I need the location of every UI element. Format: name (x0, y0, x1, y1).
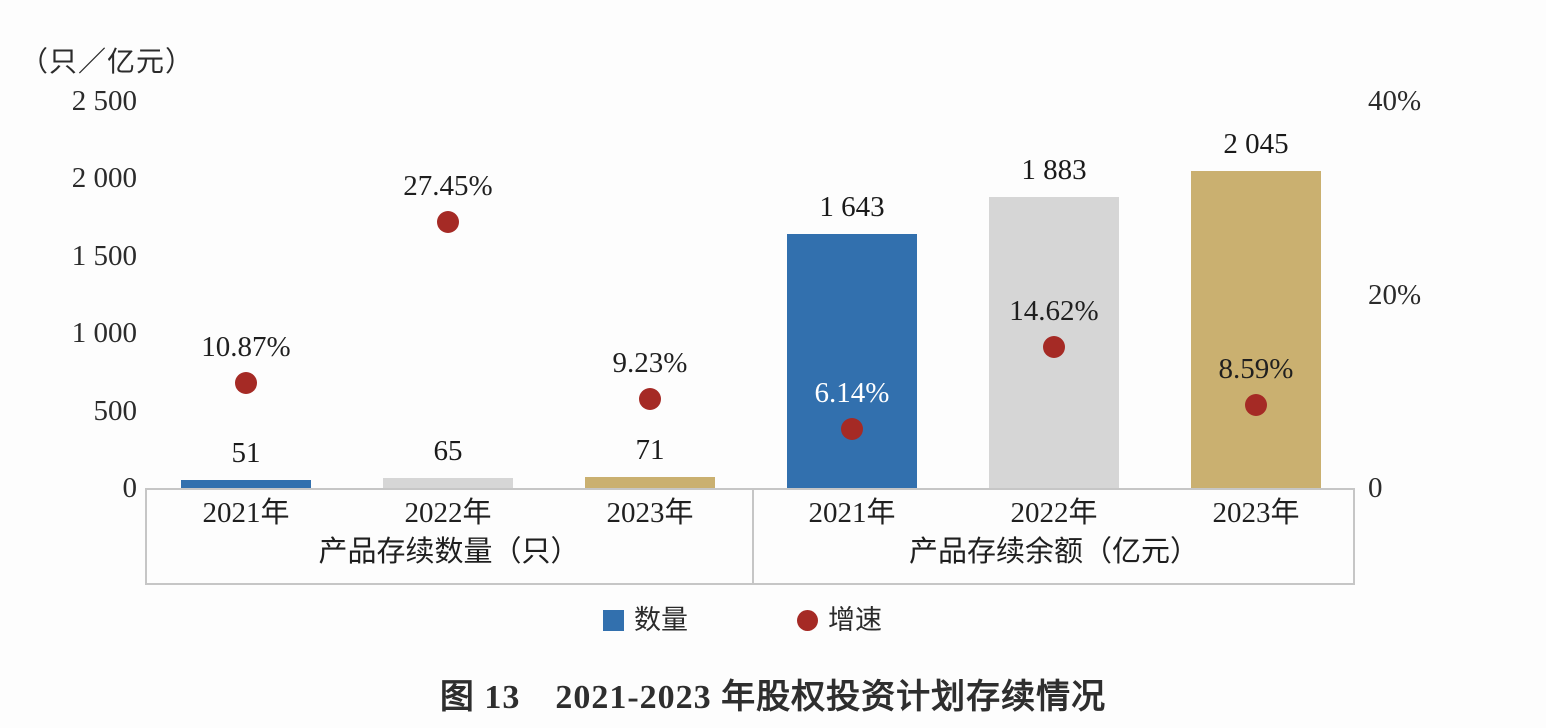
quantity-legend-swatch-icon (603, 610, 624, 631)
bar-2022年-g0 (383, 478, 513, 488)
group-label-balance: 产品存续余额（亿元） (908, 536, 1199, 568)
legend-label-quantity: 数量 (634, 605, 688, 635)
bar-value-label: 2 045 (1223, 128, 1289, 160)
legend-label-growth: 增速 (828, 605, 882, 635)
bar-value-label: 1 643 (819, 191, 885, 223)
figure-caption: 图 13 2021-2023 年股权投资计划存续情况 (439, 679, 1107, 716)
growth-legend-swatch-icon (797, 610, 818, 631)
growth-value-label: 27.45% (403, 170, 493, 203)
category-label-2022年-g0: 2022年 (404, 497, 492, 529)
right-axis-tick: 40% (1368, 85, 1422, 117)
growth-value-label: 10.87% (201, 330, 291, 363)
bar-2021年-g1 (787, 234, 917, 488)
left-axis-tick: 500 (93, 394, 138, 427)
group-label-quantity: 产品存续数量（只） (318, 536, 580, 568)
legend-item-quantity: 数量 (603, 598, 688, 635)
growth-value-label: 6.14% (814, 376, 890, 409)
category-label-2023年-g0: 2023年 (606, 497, 694, 529)
growth-dot-icon (841, 417, 863, 440)
growth-value-label: 9.23% (612, 346, 688, 379)
growth-value-label: 14.62% (1009, 294, 1099, 327)
growth-dot-icon (1245, 393, 1267, 416)
left-axis-tick: 2 000 (71, 162, 137, 195)
bar-value-label: 65 (433, 435, 463, 467)
legend-item-growth: 增速 (797, 598, 882, 635)
left-axis-tick: 0 (122, 472, 138, 504)
bar-value-label: 71 (635, 434, 665, 466)
category-label-2021年-g0: 2021年 (202, 497, 290, 529)
growth-dot-icon (1043, 335, 1065, 358)
bar-2023年-g0 (585, 477, 715, 488)
growth-dot-icon (639, 387, 661, 410)
bar-value-label: 51 (231, 437, 261, 469)
category-axis-divider (752, 488, 754, 585)
bar-2021年-g0 (181, 480, 311, 488)
category-axis-box (145, 488, 1355, 585)
left-axis-tick: 1 000 (71, 317, 137, 350)
left-axis-tick: 1 500 (71, 239, 137, 272)
axis-unit-label: （只／亿元） (20, 47, 195, 78)
bar-value-label: 1 883 (1021, 154, 1087, 186)
bar-2023年-g1 (1191, 171, 1321, 488)
category-label-2021年-g1: 2021年 (808, 497, 896, 529)
growth-dot-icon (235, 371, 257, 394)
growth-dot-icon (437, 211, 459, 234)
right-axis-tick: 20% (1368, 278, 1422, 311)
growth-value-label: 8.59% (1218, 352, 1294, 385)
category-label-2022年-g1: 2022年 (1010, 497, 1098, 529)
left-axis-tick: 2 500 (71, 85, 137, 117)
category-label-2023年-g1: 2023年 (1212, 497, 1300, 529)
right-axis-tick: 0 (1368, 472, 1383, 504)
